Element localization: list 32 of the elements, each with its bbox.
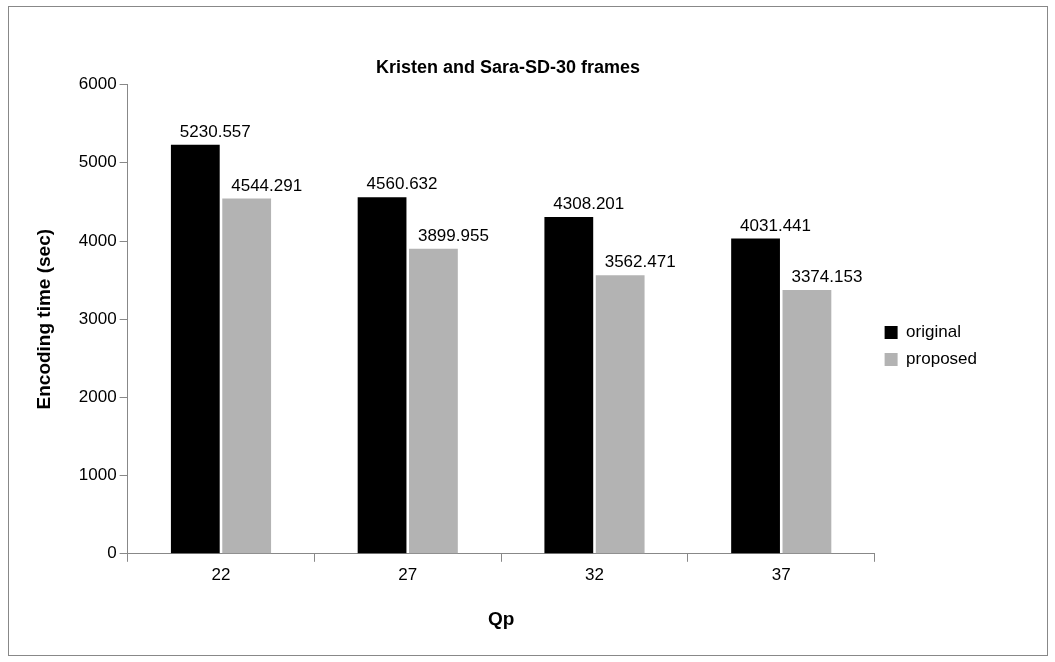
data-label: 4308.201 [553, 194, 625, 214]
bar [782, 289, 832, 554]
data-label: 3562.471 [604, 252, 676, 272]
bar [731, 238, 780, 554]
chart-title: Kristen and Sara-SD-30 frames [375, 56, 641, 77]
legend-label: original [906, 322, 961, 342]
bar [170, 144, 220, 554]
data-label: 3374.153 [791, 267, 863, 287]
x-axis-title: Qp [487, 607, 515, 629]
legend-label: proposed [906, 349, 977, 369]
y-tick-label: 4000 [78, 230, 117, 250]
y-tick-label: 5000 [78, 152, 117, 172]
data-label: 4031.441 [740, 215, 812, 235]
data-label: 4560.632 [366, 174, 438, 194]
bar [409, 248, 458, 554]
y-axis-title: Encoding time (sec) [32, 228, 54, 410]
y-tick-label: 6000 [78, 74, 117, 94]
x-tick-label: 32 [585, 564, 604, 584]
bar [595, 275, 645, 554]
data-label: 4544.291 [231, 175, 303, 195]
bar [357, 197, 407, 554]
y-tick-label: 3000 [78, 308, 117, 328]
bar [544, 216, 594, 554]
y-tick-label: 1000 [78, 465, 117, 485]
data-label: 5230.557 [179, 121, 251, 141]
x-tick-label: 37 [771, 564, 791, 584]
x-tick-label: 27 [398, 564, 418, 584]
data-label: 3899.955 [417, 226, 489, 246]
bar [222, 198, 272, 554]
x-tick-label: 22 [211, 564, 231, 584]
y-tick-label: 2000 [78, 387, 117, 407]
y-tick-label: 0 [107, 543, 117, 563]
